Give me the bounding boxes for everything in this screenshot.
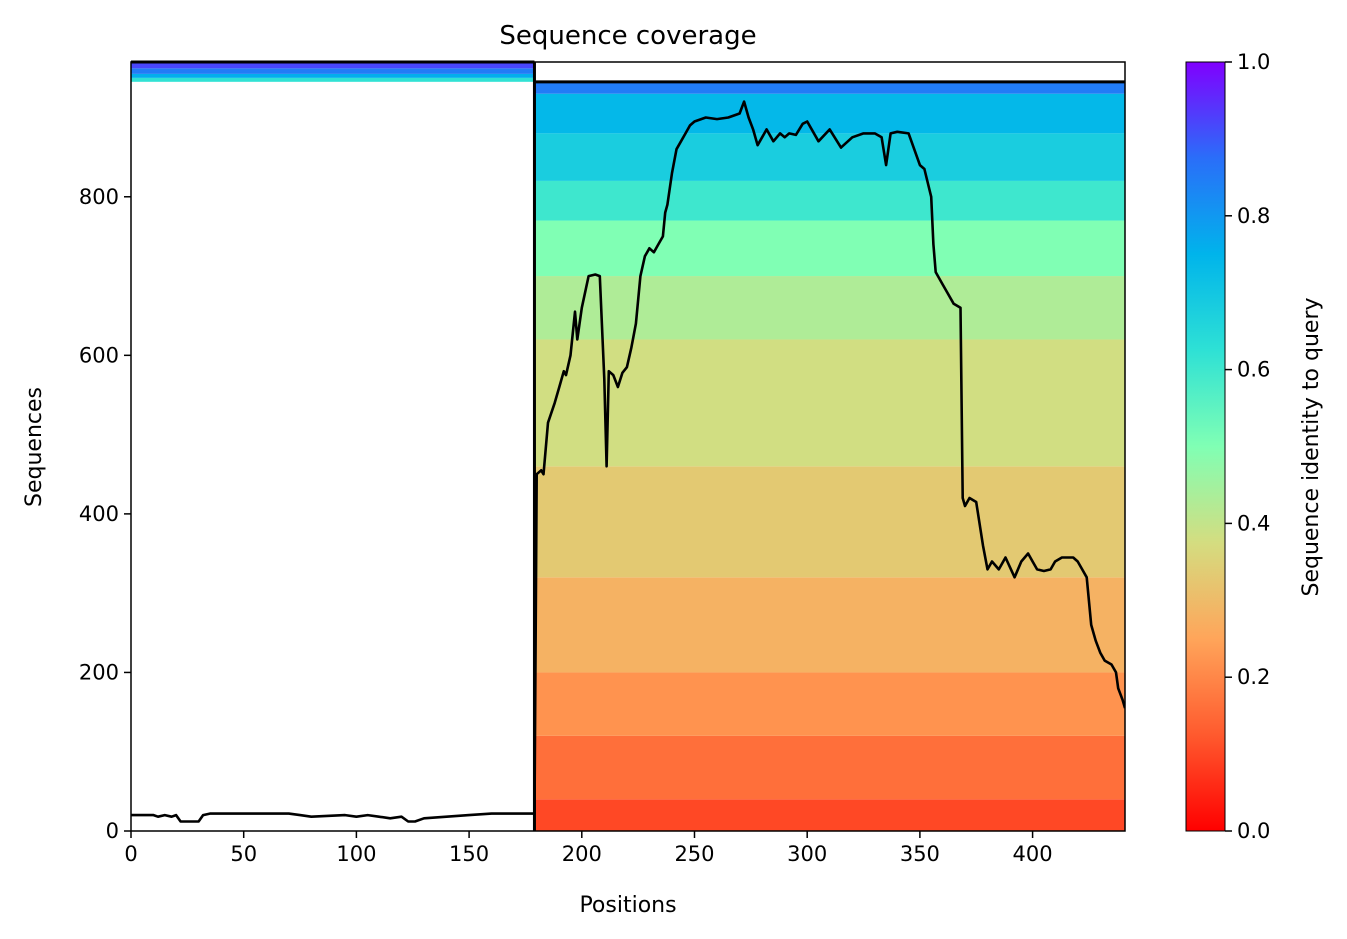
y-axis-label: Sequences — [22, 387, 47, 507]
colorbar-tick-label: 0.8 — [1237, 204, 1270, 228]
y-tick-label: 800 — [79, 185, 119, 209]
x-tick-label: 150 — [449, 842, 489, 866]
x-tick-label: 300 — [787, 842, 827, 866]
x-tick-label: 50 — [230, 842, 257, 866]
x-tick-label: 100 — [336, 842, 376, 866]
identity-band — [534, 577, 1125, 673]
x-tick-label: 200 — [562, 842, 602, 866]
colorbar-tick-label: 0.6 — [1237, 358, 1270, 382]
x-tick-label: 400 — [1013, 842, 1053, 866]
colorbar-ticks: 0.0 0.2 0.4 0.6 0.8 1.0 — [1225, 50, 1270, 843]
chart-title: Sequence coverage — [499, 21, 756, 51]
identity-band — [534, 466, 1125, 578]
identity-band — [534, 276, 1125, 340]
identity-band — [534, 220, 1125, 277]
coverage-heatmap — [131, 62, 1125, 831]
colorbar-tick-label: 0.0 — [1237, 819, 1270, 843]
identity-band — [534, 799, 1125, 831]
identity-band — [534, 133, 1125, 181]
x-tick-label: 0 — [124, 842, 137, 866]
x-axis-label: Positions — [579, 893, 676, 918]
x-tick-label: 350 — [900, 842, 940, 866]
y-tick-label: 200 — [79, 660, 119, 684]
y-tick-label: 0 — [106, 819, 119, 843]
y-axis: 0 200 400 600 800 — [79, 185, 131, 843]
identity-band — [131, 73, 535, 78]
x-tick-label: 250 — [674, 842, 714, 866]
identity-band — [534, 672, 1125, 736]
colorbar — [1185, 61, 1226, 832]
identity-band — [534, 81, 1125, 94]
y-tick-label: 600 — [79, 343, 119, 367]
colorbar-tick-label: 0.2 — [1237, 665, 1270, 689]
coverage-line — [131, 100, 1125, 823]
x-axis: 0 50 100 150 200 250 300 350 400 — [124, 831, 1053, 866]
colorbar-tick-label: 0.4 — [1237, 511, 1270, 535]
identity-band — [534, 93, 1125, 134]
identity-band — [131, 68, 535, 74]
colorbar-tick-label: 1.0 — [1237, 50, 1270, 74]
coverage-line-layer — [131, 100, 1125, 823]
plot-frame — [130, 61, 1126, 832]
identity-band — [534, 735, 1125, 800]
y-tick-label: 400 — [79, 502, 119, 526]
identity-band — [534, 180, 1125, 221]
identity-band — [534, 339, 1125, 467]
identity-band — [131, 77, 535, 82]
colorbar-label: Sequence identity to query — [1299, 297, 1324, 596]
identity-band — [131, 62, 535, 69]
